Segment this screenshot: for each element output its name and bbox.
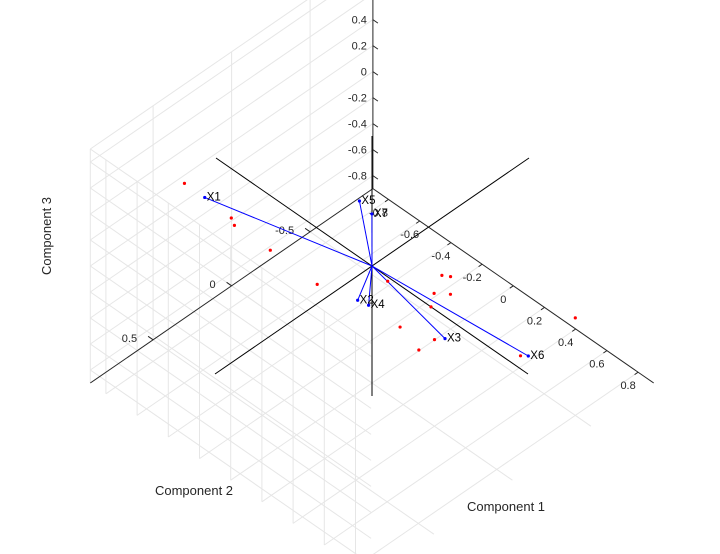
grid-line xyxy=(90,239,372,435)
z-tick-label: 0.6 xyxy=(352,0,367,1)
score-point xyxy=(386,279,390,283)
z-tick-label: 0 xyxy=(361,67,367,79)
x-tick xyxy=(384,198,389,203)
vector-x4 xyxy=(368,265,373,306)
vector-label: X1 xyxy=(207,191,221,203)
grid-line xyxy=(372,371,639,554)
score-point xyxy=(440,273,444,277)
score-point xyxy=(518,354,523,358)
grid-line xyxy=(90,369,357,554)
y-tick xyxy=(304,227,311,233)
x-tick-label: 0.8 xyxy=(620,380,635,392)
x-tick xyxy=(478,263,483,268)
x-tick-label: 0.6 xyxy=(589,359,604,371)
grid-layer xyxy=(89,0,639,554)
x-tick-label: -0.6 xyxy=(400,229,419,241)
z-tick xyxy=(372,175,379,180)
z-tick xyxy=(372,97,379,102)
box-back-edge xyxy=(90,148,372,344)
box-back-edge xyxy=(90,0,308,150)
z-tick xyxy=(372,19,379,24)
y-tick-label: 0 xyxy=(209,279,215,291)
vector-label: X6 xyxy=(530,350,544,362)
score-point xyxy=(417,348,421,352)
score-point xyxy=(315,282,319,286)
z-tick-label: 0.4 xyxy=(352,15,367,27)
x-tick xyxy=(509,285,514,289)
vector-label: X5 xyxy=(361,195,375,207)
y-tick-label: 0.5 xyxy=(122,333,137,345)
z-tick xyxy=(372,71,379,76)
x-tick-label: -0.2 xyxy=(463,272,482,284)
score-point xyxy=(448,292,453,296)
vector-tip xyxy=(443,337,447,341)
vector-tip xyxy=(356,298,360,302)
vector-label: X2 xyxy=(360,294,374,306)
z-axis-label: Component 3 xyxy=(39,197,54,275)
label-layer: X1 X2 X3 X4 X5 X6 X7 xyxy=(207,191,545,362)
y-tick xyxy=(226,281,232,287)
x-tick-label: 0.2 xyxy=(527,315,542,327)
vector-label: X7 xyxy=(374,208,388,220)
x-axis-label: Component 1 xyxy=(467,499,545,514)
x-tick xyxy=(603,350,608,354)
score-point xyxy=(268,248,272,252)
x-tick xyxy=(634,371,639,376)
y-tick xyxy=(147,335,154,341)
vector-label: X4 xyxy=(371,299,386,311)
x-tick xyxy=(571,328,576,332)
vector-tip xyxy=(370,212,374,216)
vector-tip xyxy=(526,354,530,358)
z-tick-label: -0.4 xyxy=(348,119,367,131)
score-point xyxy=(182,181,187,185)
vector-layer xyxy=(203,195,530,358)
x-tick xyxy=(415,220,420,224)
x-tick-label: -0.4 xyxy=(431,251,450,263)
z-tick xyxy=(372,149,379,154)
vector-tip xyxy=(366,303,371,307)
y-tick-label: -0.5 xyxy=(275,225,294,237)
grid-line xyxy=(90,0,327,163)
z-tick-label: 0.2 xyxy=(352,41,367,53)
z-tick-label: -0.8 xyxy=(348,171,367,183)
score-point xyxy=(432,338,437,342)
score-point xyxy=(432,291,436,295)
score-point xyxy=(448,275,453,279)
x-tick xyxy=(540,306,545,311)
grid-line xyxy=(309,231,592,427)
y-axis-label: Component 2 xyxy=(155,483,233,498)
score-point xyxy=(429,305,433,309)
vector-x5 xyxy=(358,200,373,267)
score-layer xyxy=(182,181,577,358)
z-tick xyxy=(372,45,379,50)
x-tick xyxy=(447,242,452,246)
vector-x1 xyxy=(204,196,373,267)
vector-x6 xyxy=(371,265,529,357)
vector-x3 xyxy=(371,265,446,340)
score-point xyxy=(229,216,233,220)
vector-x2 xyxy=(357,265,373,301)
z-tick xyxy=(372,123,379,128)
score-point xyxy=(573,316,577,320)
grid-line xyxy=(90,213,372,409)
vector-label: X3 xyxy=(447,333,461,345)
x-tick-label: 0.4 xyxy=(558,337,573,349)
z-tick-label: -0.6 xyxy=(348,145,367,157)
x-tick-label: 0 xyxy=(500,294,506,306)
x-tick-label: -0.8 xyxy=(369,207,388,219)
grid-line xyxy=(90,343,372,539)
grid-line xyxy=(90,0,365,189)
vector-tip xyxy=(357,199,362,203)
vector-tip xyxy=(203,195,207,200)
score-point xyxy=(398,325,402,329)
score-point xyxy=(232,223,237,227)
grid-line xyxy=(90,161,372,357)
z-tick-label: -0.2 xyxy=(348,93,367,105)
grid-line xyxy=(90,291,372,487)
